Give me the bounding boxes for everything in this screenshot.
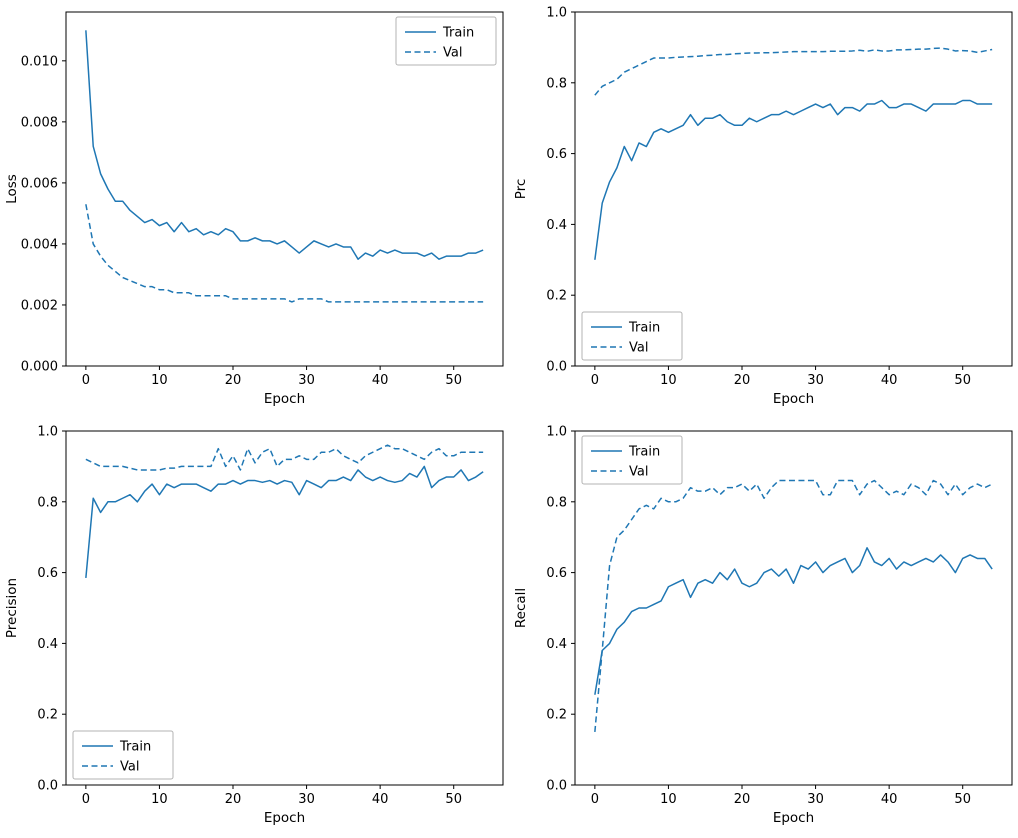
y-tick-label: 0.006 bbox=[21, 176, 58, 191]
legend-label-val: Val bbox=[120, 760, 139, 775]
x-tick-label: 10 bbox=[660, 373, 677, 388]
legend-box bbox=[581, 311, 683, 361]
recall-chart: 0 10 20 30 40 50 0.0 0.2 0.4 0.6 0.8 1.0 Epoch Recall… bbox=[513, 425, 1013, 826]
y-tick-label: 0.8 bbox=[37, 495, 58, 510]
y-tick-label: 0.8 bbox=[546, 495, 567, 510]
legend-label-train: Train bbox=[628, 321, 660, 336]
legend-label-train: Train bbox=[119, 740, 151, 755]
plot-frame bbox=[574, 430, 1013, 786]
plot-frame bbox=[65, 11, 504, 367]
y-tick-label: 0.4 bbox=[37, 637, 58, 652]
x-tick-label: 40 bbox=[372, 373, 389, 388]
x-tick-label: 40 bbox=[372, 792, 389, 807]
y-tick-label: 0.6 bbox=[546, 147, 567, 162]
x-axis-label: Epoch bbox=[773, 391, 814, 407]
y-tick-label: 1.0 bbox=[546, 6, 567, 21]
series-line-train bbox=[594, 547, 993, 695]
x-tick-label: 0 bbox=[82, 373, 90, 388]
series-line-val bbox=[85, 444, 484, 471]
x-tick-label: 50 bbox=[954, 373, 971, 388]
y-tick-label: 0.0 bbox=[37, 779, 58, 794]
x-tick-label: 10 bbox=[151, 792, 168, 807]
x-tick-label: 0 bbox=[82, 792, 90, 807]
x-axis-label: Epoch bbox=[773, 810, 814, 826]
plot-frame bbox=[65, 430, 504, 786]
x-tick-label: 30 bbox=[298, 373, 315, 388]
x-tick-label: 50 bbox=[954, 792, 971, 807]
y-tick-label: 0.2 bbox=[546, 289, 567, 304]
x-axis-label: Epoch bbox=[264, 810, 305, 826]
x-tick-label: 10 bbox=[151, 373, 168, 388]
y-tick-label: 0.002 bbox=[21, 298, 58, 313]
x-tick-label: 20 bbox=[225, 373, 242, 388]
y-tick-label: 0.004 bbox=[21, 237, 58, 252]
legend-box bbox=[72, 730, 174, 780]
precision-chart: 0 10 20 30 40 50 0.0 0.2 0.4 0.6 0.8 1.0 Epoch Precis… bbox=[4, 425, 504, 826]
legend-box bbox=[581, 435, 683, 485]
y-tick-label: 0.010 bbox=[21, 54, 58, 69]
y-tick-label: 0.8 bbox=[546, 76, 567, 91]
series-line-val bbox=[594, 479, 993, 732]
y-axis-label: Precision bbox=[4, 578, 20, 638]
x-tick-label: 0 bbox=[591, 792, 599, 807]
x-tick-label: 20 bbox=[225, 792, 242, 807]
x-tick-label: 10 bbox=[660, 792, 677, 807]
x-tick-label: 30 bbox=[807, 792, 824, 807]
legend-box bbox=[395, 16, 497, 66]
series-line-val bbox=[85, 204, 484, 303]
x-tick-label: 20 bbox=[734, 373, 751, 388]
y-tick-label: 0.008 bbox=[21, 115, 58, 130]
series-line-train bbox=[85, 30, 484, 260]
x-tick-label: 40 bbox=[881, 373, 898, 388]
y-tick-label: 0.0 bbox=[546, 779, 567, 794]
legend-label-train: Train bbox=[628, 445, 660, 460]
x-tick-label: 30 bbox=[807, 373, 824, 388]
y-tick-label: 0.000 bbox=[21, 360, 58, 375]
y-tick-label: 1.0 bbox=[37, 425, 58, 440]
y-axis-label: Recall bbox=[513, 588, 529, 628]
legend-label-val: Val bbox=[443, 46, 462, 61]
x-tick-label: 30 bbox=[298, 792, 315, 807]
y-tick-label: 0.2 bbox=[546, 708, 567, 723]
y-tick-label: 1.0 bbox=[546, 425, 567, 440]
y-tick-label: 0.6 bbox=[546, 566, 567, 581]
y-tick-label: 0.6 bbox=[37, 566, 58, 581]
x-tick-label: 50 bbox=[445, 792, 462, 807]
y-tick-label: 0.0 bbox=[546, 360, 567, 375]
legend-label-val: Val bbox=[629, 341, 648, 356]
series-line-train bbox=[85, 465, 484, 578]
legend-label-train: Train bbox=[442, 26, 474, 41]
y-tick-label: 0.2 bbox=[37, 708, 58, 723]
x-tick-label: 20 bbox=[734, 792, 751, 807]
y-axis-label: Prc bbox=[513, 179, 529, 200]
series-line-train bbox=[594, 99, 993, 260]
plot-frame bbox=[574, 11, 1013, 367]
x-tick-label: 40 bbox=[881, 792, 898, 807]
y-tick-label: 0.4 bbox=[546, 637, 567, 652]
y-tick-label: 0.4 bbox=[546, 218, 567, 233]
x-tick-label: 50 bbox=[445, 373, 462, 388]
x-axis-label: Epoch bbox=[264, 391, 305, 407]
x-tick-label: 0 bbox=[591, 373, 599, 388]
legend-label-val: Val bbox=[629, 465, 648, 480]
prc-chart: 0 10 20 30 40 50 0.0 0.2 0.4 0.6 0.8 1.0 Epoch Prc Tra… bbox=[513, 6, 1013, 407]
loss-chart: 0 10 20 30 40 50 0.000 0.002 0.004 0.006 0.008 0.01… bbox=[4, 11, 504, 407]
y-axis-label: Loss bbox=[4, 174, 20, 204]
series-line-val bbox=[594, 47, 993, 96]
